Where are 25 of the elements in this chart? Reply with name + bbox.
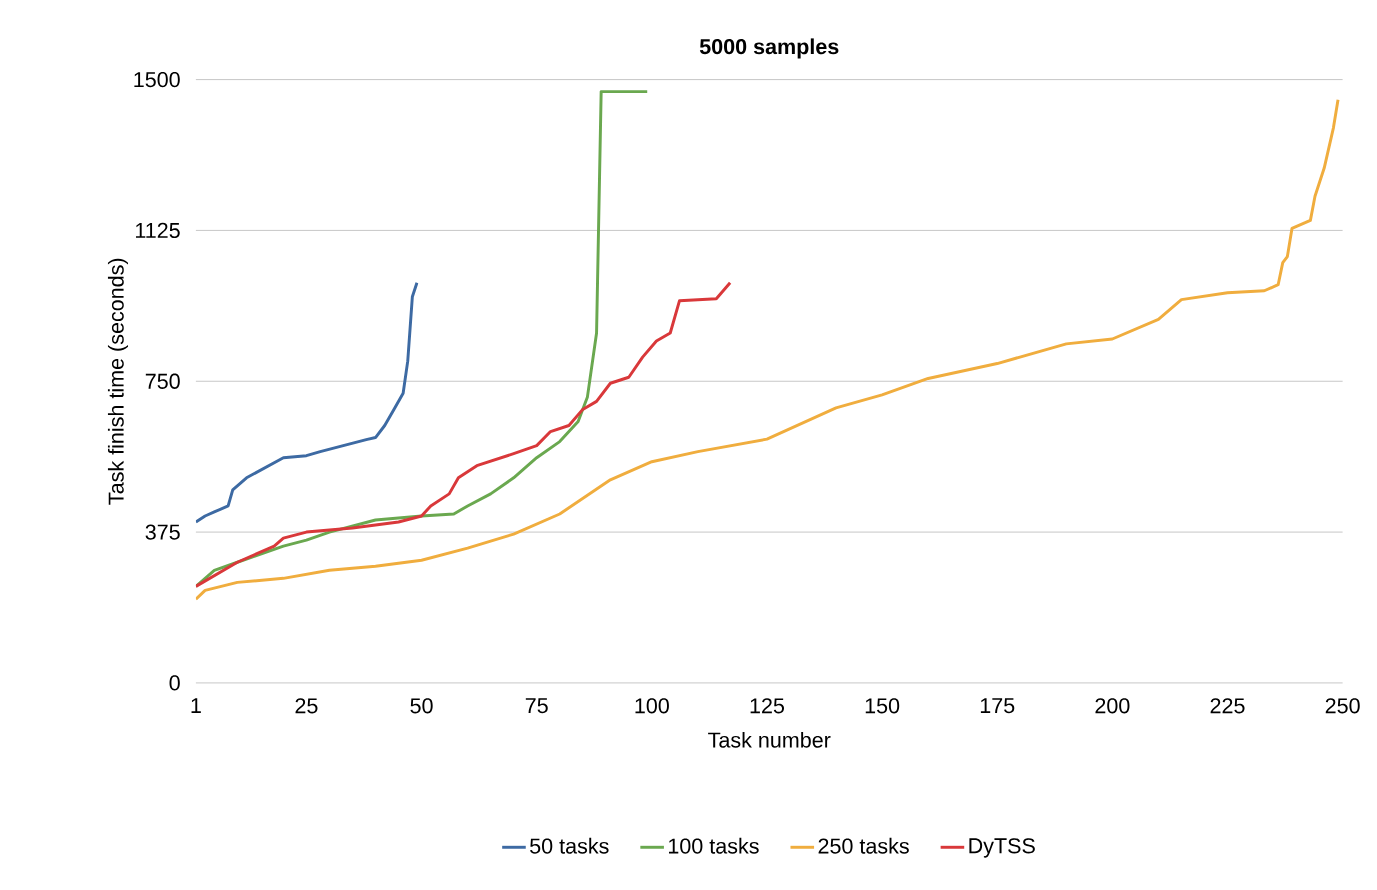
y-axis-title: Task finish time (seconds) <box>107 258 129 505</box>
legend-label: 250 tasks <box>818 837 909 854</box>
y-tick-label: 0 <box>169 675 180 691</box>
line-series <box>195 98 1340 601</box>
legend-label: 100 tasks <box>669 837 759 854</box>
x-tick-label: 125 <box>750 698 785 714</box>
x-tick-label: 150 <box>865 698 900 714</box>
x-tick-label: 200 <box>1095 698 1130 714</box>
chart-title: 5000 samples <box>699 38 839 59</box>
x-tick-label: 25 <box>295 698 318 714</box>
x-tick-label: 50 <box>410 698 433 714</box>
x-tick-label: 250 <box>1325 698 1360 714</box>
y-tick-label: 1125 <box>135 222 180 238</box>
y-tick-label: 750 <box>145 373 180 389</box>
x-axis-title: Task number <box>708 731 831 748</box>
x-tick-label: 175 <box>980 698 1015 714</box>
x-tick-label: 75 <box>525 698 548 714</box>
x-tick-label: 1 <box>191 698 201 713</box>
line-series <box>195 281 732 588</box>
legend-label: 50 tasks <box>530 837 609 854</box>
y-tick-label: 1500 <box>134 71 180 88</box>
x-tick-label: 100 <box>635 698 669 714</box>
y-tick-label: 375 <box>145 524 180 540</box>
x-tick-label: 225 <box>1210 698 1245 714</box>
legend-label: DyTSS <box>969 838 1035 858</box>
